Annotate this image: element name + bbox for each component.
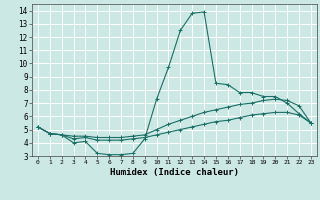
X-axis label: Humidex (Indice chaleur): Humidex (Indice chaleur)	[110, 168, 239, 177]
